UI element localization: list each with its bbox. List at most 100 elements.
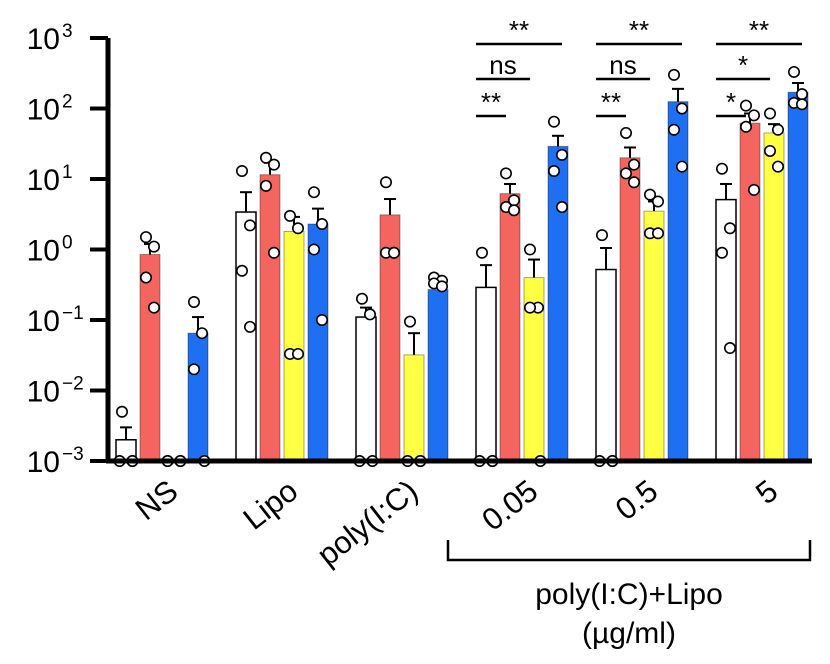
x-tick-label: Lipo — [237, 473, 305, 537]
data-point — [116, 405, 129, 418]
bar — [427, 289, 449, 462]
significance-label: ** — [749, 15, 769, 45]
data-point — [795, 88, 808, 101]
data-point — [651, 195, 664, 208]
data-point — [555, 148, 568, 161]
bar — [715, 198, 737, 462]
data-point — [259, 179, 272, 192]
x-tick-label: 0.05 — [475, 473, 544, 538]
data-point — [627, 176, 640, 189]
bar — [187, 332, 209, 462]
data-point — [771, 160, 784, 173]
data-point — [188, 363, 201, 376]
y-tick-label: 10 — [27, 235, 60, 268]
bar — [283, 231, 305, 462]
bar — [235, 211, 257, 462]
y-tick-exponent: −3 — [62, 444, 84, 465]
significance-label: ns — [609, 50, 636, 80]
bar — [139, 253, 161, 462]
bar — [643, 210, 665, 462]
data-point — [747, 109, 760, 122]
y-tick-exponent: 0 — [62, 233, 73, 254]
data-point — [140, 231, 153, 244]
bar — [403, 354, 425, 462]
x-axis: NS Lipo poly(I:C) 0.05 0.5 5 — [106, 458, 812, 573]
data-point — [523, 301, 536, 314]
data-point — [196, 327, 209, 340]
bar — [307, 223, 329, 462]
data-point — [507, 204, 520, 217]
data-point — [715, 162, 728, 175]
data-point — [739, 120, 752, 133]
x-tick-label: NS — [129, 473, 184, 527]
data-point — [291, 222, 304, 235]
significance-label: ** — [481, 87, 501, 117]
data-point — [267, 158, 280, 171]
data-point — [675, 160, 688, 173]
y-tick-label: 10 — [27, 94, 60, 127]
data-point — [747, 183, 760, 196]
data-point — [651, 227, 664, 240]
bar — [259, 174, 281, 462]
data-point — [771, 123, 784, 136]
data-point — [148, 240, 161, 253]
data-point — [283, 209, 296, 222]
significance-label: * — [738, 50, 748, 80]
group-bracket-line — [446, 540, 812, 562]
data-point — [715, 246, 728, 259]
group-bracket-label: poly(I:C)+Lipo — [535, 578, 723, 611]
x-tick-label: 5 — [749, 473, 784, 511]
bar — [619, 157, 641, 462]
data-point — [355, 292, 368, 305]
bar — [667, 101, 689, 462]
data-point — [403, 315, 416, 328]
y-tick-label: 10 — [27, 376, 60, 409]
data-point — [643, 188, 656, 201]
data-point — [619, 126, 632, 139]
data-point — [763, 144, 776, 157]
y-tick-exponent: 3 — [62, 21, 73, 42]
bar — [763, 132, 785, 462]
data-point — [627, 158, 640, 171]
significance-label: ** — [629, 15, 649, 45]
data-point — [435, 280, 448, 293]
bar — [595, 268, 617, 462]
data-point — [555, 201, 568, 214]
data-points — [113, 65, 808, 467]
y-tick-label: 10 — [27, 23, 60, 56]
bar — [475, 286, 497, 462]
bar — [739, 122, 761, 462]
significance-label: ns — [489, 50, 516, 80]
data-point — [547, 115, 560, 128]
data-point — [315, 313, 328, 326]
data-point — [244, 219, 257, 232]
data-point — [236, 164, 249, 177]
data-point — [739, 99, 752, 112]
data-point — [307, 186, 320, 199]
data-point — [763, 107, 776, 120]
bar — [355, 316, 377, 462]
data-point — [244, 320, 257, 333]
y-tick-exponent: −2 — [62, 374, 84, 395]
group-bracket: poly(I:C)+Lipo (µg/ml) — [446, 540, 812, 650]
y-tick-label: 10 — [27, 305, 60, 338]
data-point — [236, 264, 249, 277]
bar — [547, 145, 569, 462]
y-tick-exponent: 1 — [62, 162, 73, 183]
data-point — [475, 246, 488, 259]
data-point — [547, 164, 560, 177]
data-point — [259, 151, 272, 164]
y-tick-label: 10 — [27, 164, 60, 197]
y-tick-exponent: 2 — [62, 92, 73, 113]
data-point — [619, 167, 632, 180]
data-point — [667, 68, 680, 81]
data-point — [291, 347, 304, 360]
data-point — [363, 308, 376, 321]
data-point — [723, 222, 736, 235]
data-point — [315, 217, 328, 230]
bar — [787, 91, 809, 462]
bar — [499, 193, 521, 462]
data-point — [148, 301, 161, 314]
data-point — [188, 296, 201, 309]
